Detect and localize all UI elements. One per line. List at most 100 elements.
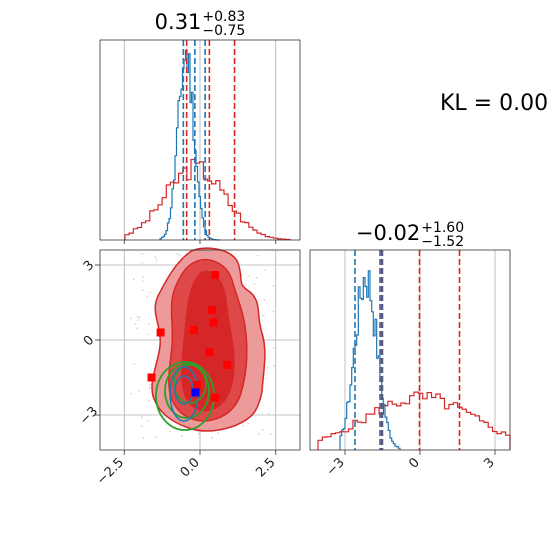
background-sample-point	[272, 310, 275, 313]
background-sample-point	[147, 333, 149, 336]
background-sample-point	[142, 276, 144, 278]
background-sample-point	[262, 314, 265, 317]
background-sample-point	[211, 437, 213, 439]
y-tick-label-param-2-0: −3	[77, 404, 101, 428]
red-marker-9	[211, 393, 220, 402]
green-contour-middle	[164, 363, 210, 419]
background-sample-point	[242, 424, 244, 427]
x-tick-label-param-1-2: 2.5	[253, 455, 278, 480]
background-sample-point	[267, 366, 269, 369]
red-marker-3	[156, 328, 165, 337]
background-sample-point	[136, 327, 138, 330]
x-tick-label-param-2-0: −3	[324, 455, 348, 479]
histogram-panel-2	[309, 249, 511, 451]
background-sample-point	[147, 323, 150, 325]
background-sample-point	[149, 383, 151, 386]
background-sample-point	[178, 254, 181, 256]
background-sample-point	[253, 283, 256, 285]
background-sample-point	[255, 276, 258, 279]
kl-annotation: KL = 0.00	[440, 91, 548, 116]
param-2-title: −0.02	[356, 221, 420, 245]
background-sample-point	[149, 386, 151, 389]
background-sample-point	[268, 412, 270, 415]
red-marker-4	[189, 326, 198, 334]
background-sample-point	[270, 433, 272, 436]
histogram-1-blue-series	[159, 49, 220, 241]
background-sample-point	[198, 432, 200, 435]
background-sample-point	[132, 278, 135, 281]
y-tick-label-param-2-2: 3	[81, 258, 97, 274]
background-sample-point	[137, 319, 139, 321]
histogram-1-red-series	[124, 158, 291, 241]
background-sample-point	[181, 434, 183, 437]
background-sample-point	[262, 429, 264, 431]
background-sample-point	[136, 316, 139, 318]
background-sample-point	[130, 317, 132, 320]
param-1-title-minus: −0.75	[202, 23, 245, 39]
background-sample-point	[247, 275, 250, 277]
background-sample-point	[256, 254, 259, 257]
background-sample-point	[272, 285, 275, 287]
background-sample-point	[176, 253, 178, 255]
x-tick-label-param-1-1: 0.0	[178, 455, 203, 480]
background-sample-point	[217, 432, 219, 435]
background-sample-point	[140, 416, 143, 419]
background-sample-point	[273, 346, 275, 349]
background-sample-point	[148, 399, 150, 402]
background-sample-point	[247, 423, 249, 425]
background-sample-point	[273, 364, 276, 367]
background-sample-point	[146, 295, 149, 298]
y-tick-label-param-2-1: 0	[81, 333, 97, 349]
histogram-2-background	[310, 250, 510, 450]
background-sample-point	[275, 354, 277, 357]
histogram-panel-1	[99, 39, 301, 241]
param-2-title-plus: +1.60	[421, 220, 464, 236]
background-sample-point	[141, 425, 143, 427]
background-sample-point	[165, 417, 167, 419]
background-sample-point	[154, 436, 157, 439]
background-sample-point	[138, 390, 140, 392]
histogram-2-frame	[309, 249, 511, 451]
background-sample-point	[138, 316, 141, 319]
background-sample-point	[155, 258, 158, 261]
blue-marker-0	[191, 388, 200, 397]
background-sample-point	[142, 437, 145, 440]
background-sample-point	[141, 253, 144, 255]
background-sample-point	[149, 291, 152, 294]
histogram-2-red-series	[317, 391, 511, 450]
x-tick-label-param-2-2: 3	[481, 455, 497, 471]
sample-markers	[147, 271, 232, 402]
background-sample-point	[264, 269, 266, 271]
param-1-title-plus: +0.83	[202, 9, 245, 25]
red-marker-5	[205, 348, 214, 357]
density-contours	[151, 247, 266, 432]
background-sample-point	[142, 289, 144, 291]
background-sample-point	[262, 328, 264, 330]
background-sample-point	[141, 262, 144, 264]
background-sample-point	[134, 323, 137, 325]
background-sample-point	[258, 433, 260, 435]
red-marker-6	[223, 361, 232, 369]
background-sample-point	[154, 256, 157, 258]
x-tick-label-param-2-1: 0	[406, 455, 422, 471]
background-sample-point	[169, 430, 171, 433]
background-sample-point	[133, 363, 136, 365]
background-sample-point	[199, 437, 201, 440]
background-sample-point	[142, 280, 144, 282]
red-marker-7	[147, 373, 156, 382]
background-sample-point	[179, 426, 182, 428]
x-tick-label-param-1-0: −2.5	[94, 455, 127, 488]
green-contour-inner	[173, 364, 207, 404]
red-marker-8	[192, 381, 201, 389]
background-sample-point	[265, 378, 267, 380]
red-marker-1	[208, 306, 217, 314]
red-marker-2	[209, 318, 218, 327]
histogram-2-blue-series	[339, 270, 401, 450]
background-sample-point	[147, 420, 149, 422]
background-sample-point	[130, 392, 133, 395]
red-marker-0	[211, 271, 220, 279]
param-2-title-minus: −1.52	[421, 234, 464, 250]
param-1-title: 0.31	[155, 10, 202, 34]
background-sample-point	[263, 299, 266, 302]
